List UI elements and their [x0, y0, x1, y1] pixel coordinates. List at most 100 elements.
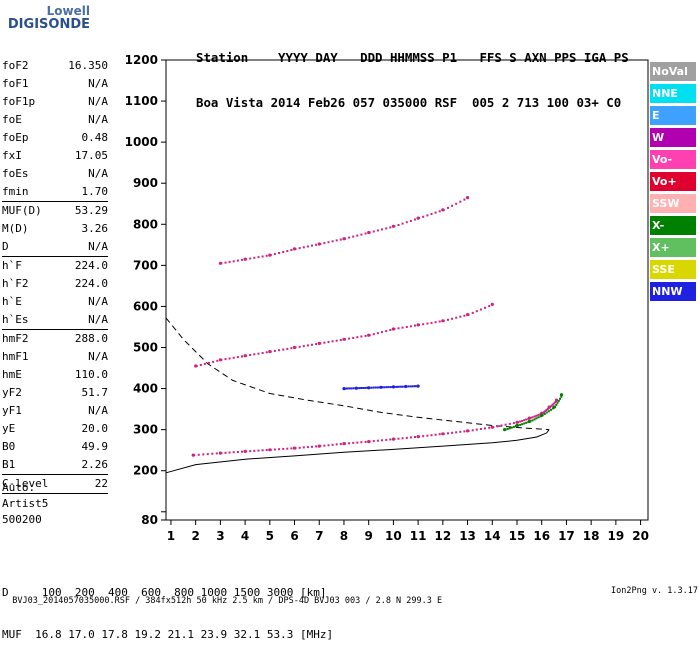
logo-line1: Lowell: [46, 4, 90, 18]
echo-point: [531, 419, 534, 422]
echo-point: [550, 408, 552, 411]
echo-point: [335, 239, 338, 242]
digisonde-logo: Lowell DIGISONDE: [6, 4, 94, 44]
echo-point: [261, 255, 264, 258]
trace-point: [416, 323, 420, 327]
echo-point: [249, 450, 252, 453]
echo-point: [253, 353, 256, 356]
echo-point: [265, 449, 268, 451]
echo-point: [290, 447, 293, 450]
trace-point: [243, 257, 247, 261]
y-tick-label: 1000: [125, 135, 158, 149]
param-value: 224.0: [74, 277, 108, 290]
distance-row: D 100 200 400 600 800 1000 1500 3000 [km…: [2, 586, 327, 599]
echo-point: [479, 308, 482, 311]
echo-point: [455, 202, 458, 205]
echo-point: [438, 320, 441, 323]
echo-point: [451, 204, 454, 207]
param-row: foF2 16.350: [2, 57, 108, 75]
trace-point: [354, 386, 358, 390]
echo-point: [257, 352, 260, 355]
echo-point: [389, 386, 392, 389]
header-values: Boa Vista 2014 Feb26 057 035000 RSF 005 …: [196, 95, 622, 110]
legend-item: X+: [650, 238, 696, 257]
x-tick-label: 13: [459, 529, 476, 543]
echo-point: [352, 336, 355, 339]
param-value: N/A: [88, 167, 108, 180]
param-name: foEs: [2, 167, 29, 180]
echo-point: [228, 260, 231, 263]
echo-point: [352, 387, 355, 390]
virtual-height-profile: [165, 317, 550, 431]
param-value: 51.7: [81, 386, 109, 399]
echo-point: [389, 226, 392, 229]
echo-point: [311, 343, 313, 346]
echo-point: [364, 334, 367, 337]
echo-point: [327, 341, 330, 343]
trace-point: [391, 327, 395, 331]
echo-point: [385, 227, 388, 230]
echo-point: [224, 358, 227, 361]
param-row: MUF(D) 53.29: [2, 202, 108, 220]
echo-point: [290, 249, 293, 251]
param-value: 20.0: [81, 422, 109, 435]
echo-point: [405, 326, 408, 328]
trace-point: [317, 341, 321, 345]
parameter-panel: foF2 16.350 foF1 N/A foF1p N/A foE N/A foEp 0.48 f…: [2, 57, 108, 494]
param-row: hmE 110.0: [2, 366, 108, 384]
echo-point: [257, 256, 260, 259]
echo-point: [409, 436, 412, 439]
y-tick-label: 1200: [125, 53, 158, 67]
echo-point: [397, 327, 400, 330]
trace-point: [342, 337, 346, 341]
x-tick-label: 16: [533, 529, 550, 543]
param-name: C-level: [2, 477, 49, 490]
y-tick-label: 500: [133, 341, 158, 355]
trace-point: [515, 420, 519, 424]
x-tick-label: 11: [410, 529, 427, 543]
echo-point: [551, 403, 554, 406]
param-name: fmin: [2, 185, 29, 198]
echo-point: [224, 451, 227, 454]
trace-point: [379, 385, 383, 389]
echo-point: [389, 438, 392, 441]
echo-point: [352, 235, 355, 238]
echo-point: [557, 399, 560, 402]
echo-point: [397, 224, 400, 226]
trace-point: [292, 446, 297, 450]
echo-point: [409, 385, 412, 388]
legend-item: Vo+: [650, 172, 696, 191]
param-row: B1 2.26: [2, 456, 108, 474]
trace-point: [416, 435, 420, 439]
echo-point: [199, 364, 202, 366]
trace-point: [194, 364, 198, 368]
echo-point: [426, 434, 429, 437]
param-name: foEp: [2, 131, 29, 144]
trace-point: [466, 429, 470, 433]
echo-point: [519, 423, 522, 426]
autoscaling-info: Auto: Artist5 500200: [2, 480, 48, 528]
echo-point: [202, 453, 205, 456]
param-separator: [2, 493, 108, 494]
legend-item: SSE: [650, 260, 696, 279]
trace-point: [268, 448, 272, 452]
echo-point: [508, 427, 511, 430]
param-row: foEs N/A: [2, 165, 108, 183]
echo-point: [438, 433, 441, 436]
echo-point: [253, 256, 256, 259]
echo-point: [451, 317, 454, 320]
echo-point: [376, 386, 379, 389]
param-name: h`F: [2, 259, 22, 272]
echo-point: [488, 426, 491, 429]
param-value: N/A: [88, 295, 108, 308]
legend-item: Vo-: [650, 150, 696, 169]
echo-point: [360, 335, 363, 338]
x-tick-label: 3: [216, 529, 224, 543]
trace-point: [218, 358, 222, 362]
trace-point: [441, 319, 445, 323]
echo-point: [488, 305, 491, 308]
trace-point: [391, 385, 395, 389]
echo-point: [273, 349, 276, 352]
param-name: hmF2: [2, 332, 29, 345]
echo-point: [409, 325, 412, 328]
